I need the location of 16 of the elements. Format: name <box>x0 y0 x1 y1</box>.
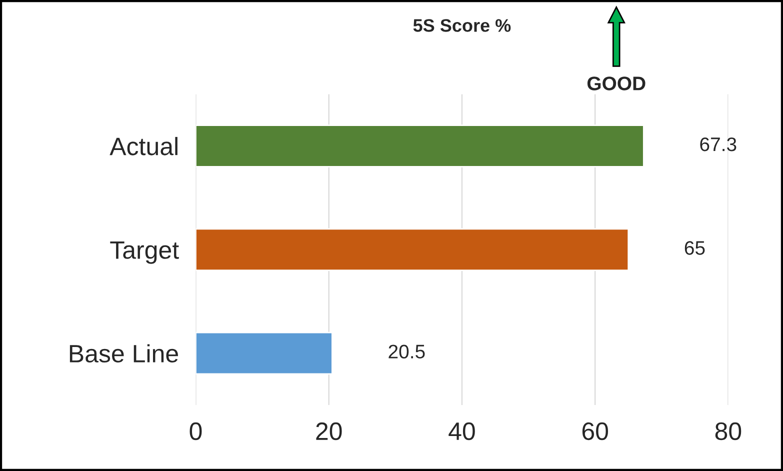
x-tick-label: 60 <box>582 422 608 440</box>
bar <box>196 124 644 168</box>
x-tick-label: 20 <box>316 422 342 440</box>
data-label: 20.5 <box>388 344 425 358</box>
data-label: 67.3 <box>700 137 736 152</box>
y-tick-label: Base Line <box>70 344 178 363</box>
bar <box>196 228 630 272</box>
chart-title: 5S Score % <box>413 19 511 32</box>
y-tick-label: Actual <box>110 136 178 156</box>
x-tick-label: 80 <box>715 422 742 440</box>
text: GOOD <box>587 76 646 90</box>
bar <box>196 332 333 375</box>
y-tick-label: Target <box>110 241 179 264</box>
data-label: 65 <box>684 241 705 255</box>
x-tick-label: 0 <box>190 422 202 440</box>
x-tick-label: 40 <box>448 422 475 440</box>
